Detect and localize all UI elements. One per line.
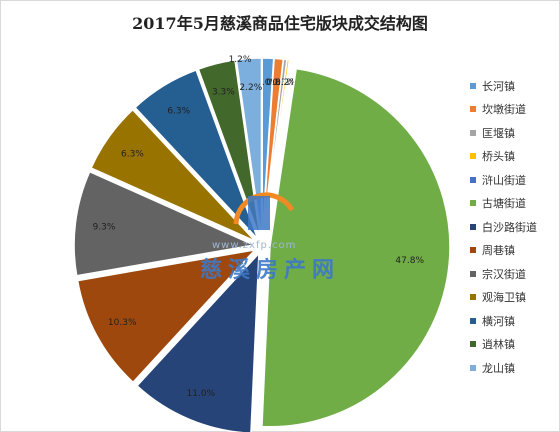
pie-data-label-6: 47.8% — [395, 256, 424, 266]
watermark-logo-building — [248, 196, 270, 230]
legend-swatch — [470, 317, 476, 324]
legend-swatch — [470, 176, 476, 183]
legend-label: 观海卫镇 — [482, 291, 526, 305]
pie-data-label-8: 10.3% — [108, 318, 137, 328]
pie-data-label-4: 0.2% — [275, 78, 298, 88]
legend-swatch — [470, 153, 476, 160]
legend-swatch — [470, 82, 476, 89]
legend-item: 浒山街道 — [470, 168, 537, 192]
legend-swatch — [470, 294, 476, 301]
pie-data-label-12: 3.3% — [212, 88, 235, 98]
pie-data-label-13: 2.2% — [239, 83, 262, 93]
legend-swatch — [470, 129, 476, 136]
pie-data-label-2: 0.8% — [266, 78, 289, 88]
pie-extra-label: 1.2% — [229, 55, 252, 65]
chart-legend: 长河镇坎墩街道匡堰镇桥头镇浒山街道古塘街道白沙路街道周巷镇宗汉街道观海卫镇横河镇… — [470, 74, 537, 380]
pie-slice-9 — [73, 170, 257, 277]
legend-label: 周巷镇 — [482, 244, 515, 258]
legend-item: 白沙路街道 — [470, 215, 537, 239]
legend-item: 古塘街道 — [470, 192, 537, 216]
legend-item: 长河镇 — [470, 74, 537, 98]
pie-data-label-11: 6.3% — [167, 106, 190, 116]
watermark-brand: 慈溪房产网 — [200, 257, 341, 283]
legend-item: 横河镇 — [470, 309, 537, 333]
legend-label: 横河镇 — [482, 314, 515, 328]
legend-item: 龙山镇 — [470, 356, 537, 380]
legend-item: 匡堰镇 — [470, 121, 537, 145]
legend-label: 古塘街道 — [482, 197, 526, 211]
legend-item: 坎墩街道 — [470, 98, 537, 122]
pie-data-label-1: 1.0% — [256, 78, 279, 88]
watermark-logo-arc — [233, 192, 295, 225]
pie-data-label-7: 11.0% — [187, 389, 216, 399]
legend-label: 匡堰镇 — [482, 126, 515, 140]
legend-item: 观海卫镇 — [470, 286, 537, 310]
legend-label: 龙山镇 — [482, 361, 515, 375]
pie-slice-6 — [261, 67, 451, 428]
legend-swatch — [470, 364, 476, 371]
legend-item: 桥头镇 — [470, 145, 537, 169]
legend-swatch — [470, 223, 476, 230]
legend-swatch — [470, 106, 476, 113]
pie-slice-13 — [235, 57, 263, 239]
legend-label: 逍林镇 — [482, 338, 515, 352]
legend-item: 周巷镇 — [470, 239, 537, 263]
legend-label: 桥头镇 — [482, 150, 515, 164]
legend-label: 坎墩街道 — [482, 103, 526, 117]
legend-swatch — [470, 200, 476, 207]
pie-slice-10 — [90, 108, 257, 243]
legend-label: 宗汉街道 — [482, 267, 526, 281]
chart-title: 2017年5月慈溪商品住宅版块成交结构图 — [132, 14, 428, 33]
pie-slice-12 — [197, 59, 261, 239]
legend-label: 白沙路街道 — [482, 220, 537, 234]
legend-swatch — [470, 341, 476, 348]
pie-data-label-9: 9.3% — [93, 222, 116, 232]
legend-label: 浒山街道 — [482, 173, 526, 187]
pie-slice-11 — [134, 69, 259, 240]
legend-swatch — [470, 247, 476, 254]
pie-slice-8 — [76, 248, 258, 384]
legend-swatch — [470, 270, 476, 277]
watermark-url: www.zxfp.com — [212, 240, 297, 251]
pie-data-label-10: 6.3% — [121, 149, 144, 159]
legend-label: 长河镇 — [482, 79, 515, 93]
legend-item: 逍林镇 — [470, 333, 537, 357]
pie-slice-7 — [135, 251, 260, 432]
legend-item: 宗汉街道 — [470, 262, 537, 286]
